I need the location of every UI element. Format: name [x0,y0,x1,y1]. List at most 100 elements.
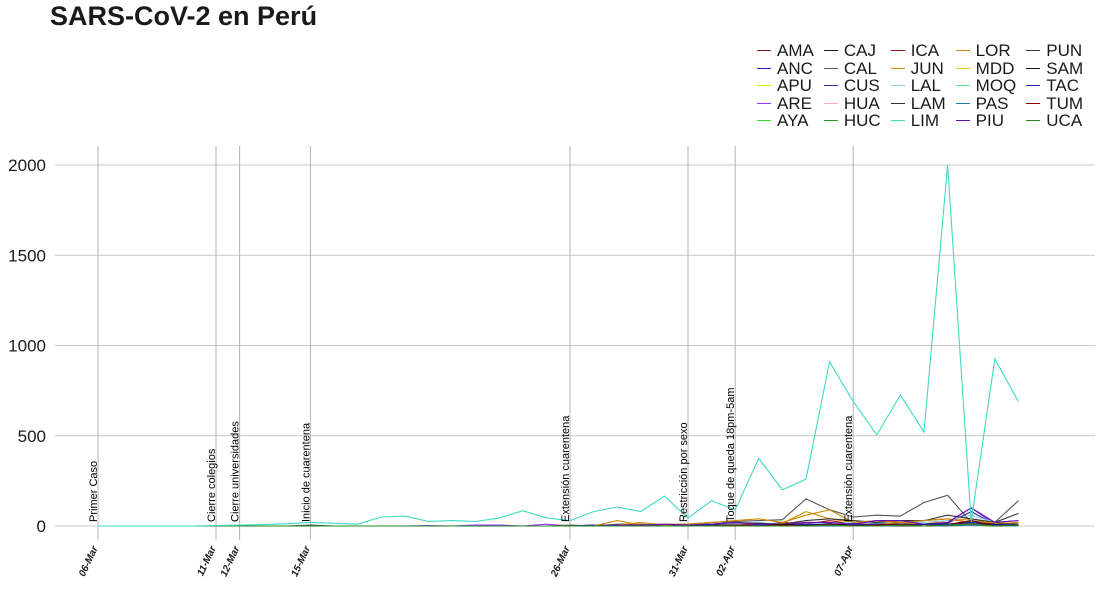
legend-key [757,85,771,87]
legend-key [955,50,970,52]
legend-item-mdd: MDD [955,58,1017,78]
legend-label: HUC [843,111,881,130]
legend-key [955,120,970,122]
x-axis: 06-Mar 11-Mar 12-Mar 15-Mar 26-Mar 31-Mar 02-A… [77,544,856,580]
legend-label: CUS [843,76,880,95]
series-line-uca [98,523,1019,527]
x-tick-label: 02-Apr [715,544,739,578]
legend-item-tac: TAC [1026,77,1083,95]
y-tick-label: 500 [18,427,46,446]
legend-key [890,67,905,69]
y-tick-label: 1000 [8,337,46,356]
legend-label: SAM [1046,58,1084,78]
legend-item-aya: AYA [757,112,814,130]
legend-label: TAC [1046,76,1080,95]
event-label: Toque de queda 18pm-5am [725,387,737,522]
legend-key [890,120,905,122]
legend-key [757,120,771,122]
legend-key [890,102,905,104]
event-label: Restricción por sexo [678,422,690,522]
legend-key [823,85,838,87]
event-label: Primer Caso [88,461,100,522]
legend-item-are: ARE [757,93,814,113]
x-tick-label: 12-Mar [219,544,243,579]
legend-key [955,85,970,87]
legend-item-ica: ICA [890,41,946,60]
legend-key [890,50,905,52]
legend-item-moq: MOQ [955,76,1017,95]
legend-label: AYA [777,111,809,130]
event-label: Extensión cuarentena [560,415,572,522]
event-lines [97,146,854,540]
legend-label: LAL [910,76,941,95]
legend-key [823,120,838,122]
legend-item-cus: CUS [823,76,881,95]
legend-item-lim: LIM [890,111,946,130]
legend-item-anc: ANC [757,58,814,78]
legend-item-ama: AMA [757,42,814,60]
legend-key [890,85,905,87]
legend-key [757,50,771,52]
legend-label: MOQ [975,76,1017,95]
event-label: Cierre colegios [206,448,218,522]
legend-label: AMA [777,41,814,60]
legend-item-huc: HUC [823,111,881,130]
legend-item-cal: CAL [823,59,881,78]
series-lines [98,164,1019,527]
legend-label: JUN [910,58,944,78]
legend-item-piu: PIU [955,111,1017,130]
series-line-lim [98,164,1019,527]
legend-key [1026,102,1041,104]
legend-item-apu: APU [757,77,814,95]
legend-item-lam: LAM [890,94,946,113]
legend-item-jun: JUN [890,58,946,78]
legend-key [1026,85,1041,87]
legend-label: UCA [1046,111,1083,130]
legend-label: ICA [910,41,940,60]
legend-item-uca: UCA [1026,112,1083,130]
x-tick-label: 26-Mar [549,544,573,580]
legend-label: PUN [1046,41,1083,60]
legend-label: ARE [777,93,812,113]
legend: AMA ANC APU ARE AYA CAJ CAL CUS HUA HUC ICA JUN LAL L… [757,42,1093,130]
chart-title: SARS-CoV-2 en Perú [50,1,318,31]
y-axis: 0 500 1000 1500 2000 [8,156,46,536]
legend-key [1026,50,1041,52]
legend-key [823,50,838,52]
legend-item-hua: HUA [823,93,881,113]
event-labels: Primer Caso Cierre colegios Cierre univers… [88,387,855,522]
legend-key [823,67,838,69]
legend-label: CAJ [843,41,876,60]
x-tick-label: 15-Mar [290,544,314,579]
y-tick-label: 2000 [8,156,46,175]
x-tick-label: 07-Apr [833,544,857,578]
event-label: Extensión cuarentena [843,415,855,522]
y-tick-label: 0 [37,517,46,536]
legend-item-pas: PAS [955,94,1017,113]
legend-label: APU [777,76,812,95]
legend-item-lor: LOR [955,41,1017,60]
x-tick-label: 31-Mar [667,544,691,579]
legend-key [823,102,838,104]
legend-label: ANC [777,58,813,78]
legend-key [757,67,771,69]
legend-item-sam: SAM [1026,58,1084,78]
legend-label: LIM [910,111,940,130]
legend-key [1026,67,1041,69]
x-tick-label: 06-Mar [77,544,101,579]
y-tick-label: 1500 [8,246,46,265]
legend-key [955,67,970,69]
legend-key [757,102,771,104]
legend-label: LOR [975,41,1011,60]
legend-item-caj: CAJ [823,41,881,60]
legend-label: PIU [975,111,1004,130]
event-label: Cierre universidades [230,421,242,522]
legend-key [955,102,970,104]
legend-label: TUM [1046,93,1084,113]
legend-label: HUA [843,93,880,113]
legend-item-pun: PUN [1026,42,1083,60]
legend-item-lal: LAL [890,76,946,95]
event-label: Inicio de cuarentena [300,422,312,522]
legend-label: MDD [975,58,1015,78]
